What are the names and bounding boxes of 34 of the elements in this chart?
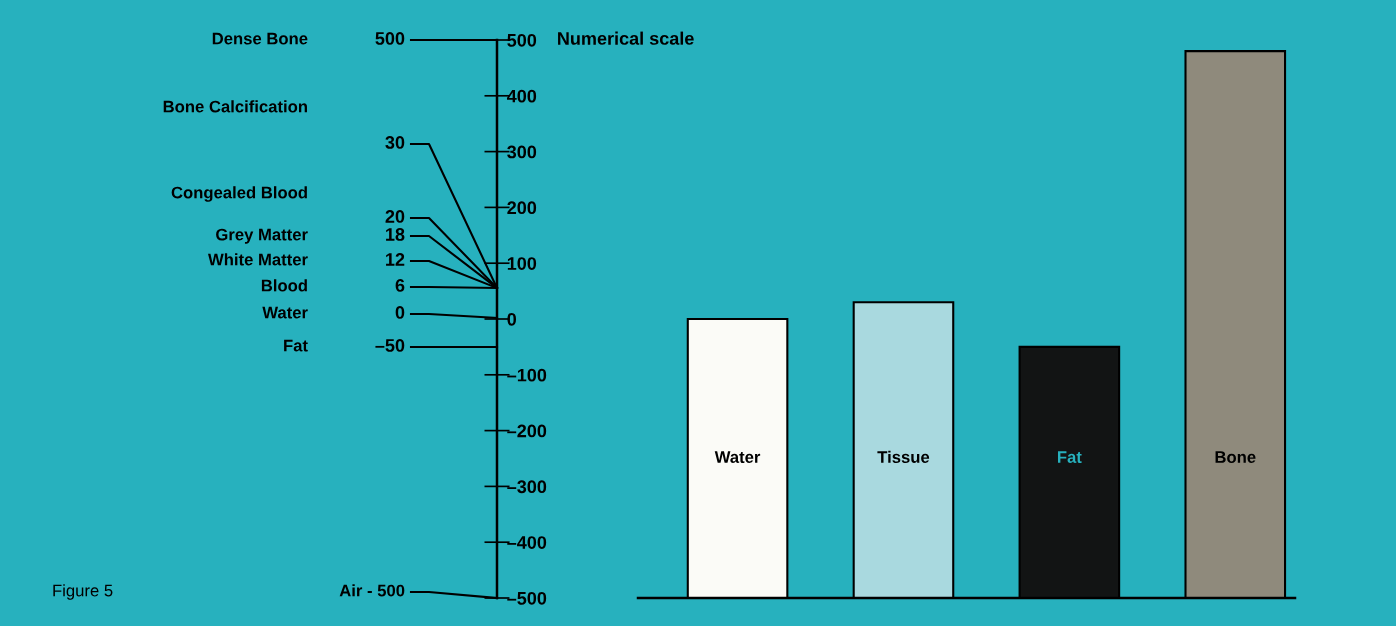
y-tick-label: 500 xyxy=(507,33,537,47)
y-tick-label: –100 xyxy=(507,368,547,382)
text: Bone Calcification xyxy=(163,100,307,113)
text: 500 xyxy=(375,32,405,45)
x-tick-label: Bone xyxy=(1215,451,1256,463)
x-tick-label: Fat xyxy=(1057,451,1082,463)
text: Congealed Blood xyxy=(171,186,307,202)
text: 12 xyxy=(386,253,405,266)
caption: Figure 5 xyxy=(53,584,113,600)
y-axis-title: Numerical scale xyxy=(558,31,694,45)
y-tick-label: 400 xyxy=(507,89,537,103)
text: Dense Bone xyxy=(212,32,308,45)
x-tick-label: Water xyxy=(714,451,761,463)
y-tick-label: –300 xyxy=(507,480,547,494)
y-tick-label: –200 xyxy=(507,424,547,438)
text: 20 xyxy=(385,210,405,223)
y-tick-label: 300 xyxy=(507,145,537,159)
text: Blood xyxy=(261,279,307,292)
y-tick-label: 0 xyxy=(507,312,517,326)
y-tick-label: –500 xyxy=(507,591,547,605)
text: White Matter xyxy=(208,253,308,266)
text: Air - 500 xyxy=(339,584,405,597)
text: 18 xyxy=(386,228,405,241)
y-tick-label: –400 xyxy=(507,536,547,549)
text: 0 xyxy=(395,306,405,319)
text: –50 xyxy=(375,339,405,352)
text: 6 xyxy=(395,279,405,292)
y-tick-label: 200 xyxy=(507,201,537,215)
text: Water xyxy=(262,306,308,319)
text: Fat xyxy=(284,339,308,352)
x-tick-label: Tissue xyxy=(877,450,930,463)
text: 30 xyxy=(385,136,405,149)
text: Grey Matter xyxy=(216,228,308,244)
y-tick-label: 100 xyxy=(507,257,537,270)
